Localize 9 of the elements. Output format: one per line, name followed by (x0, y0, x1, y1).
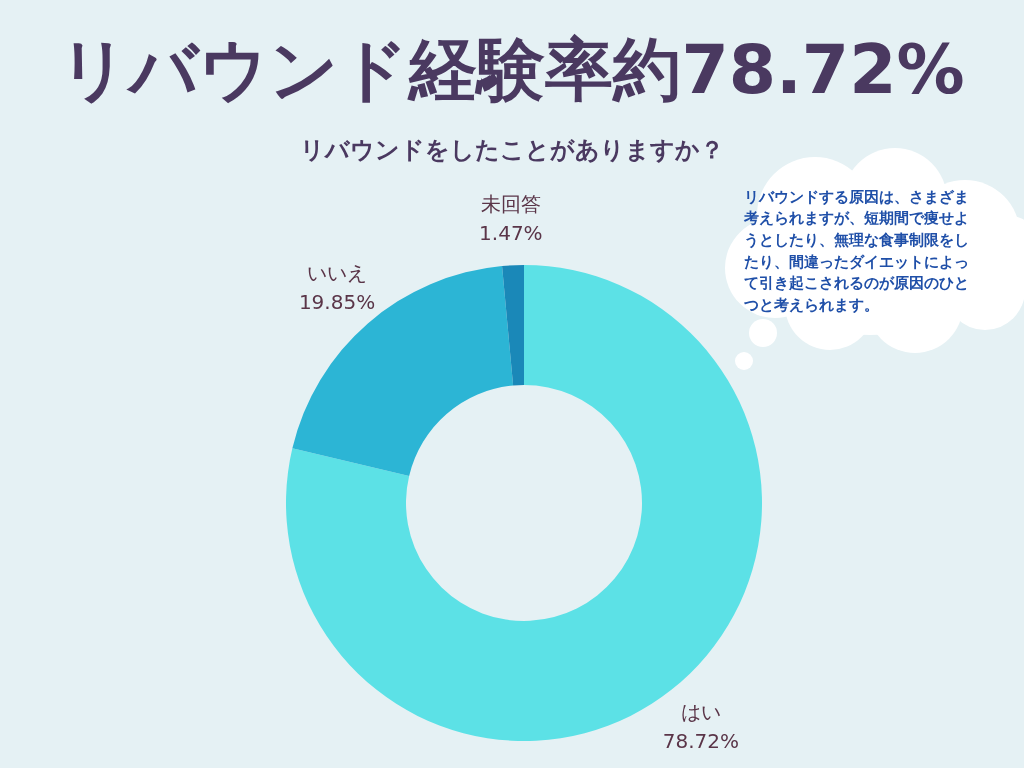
slice-label: はい (680, 699, 721, 724)
slice-label: 未回答 (480, 191, 541, 216)
chart-subtitle: リバウンドをしたことがありますか？ (300, 136, 724, 164)
data-label: 19.85% (298, 290, 376, 315)
text: リバウンドする原因は、さまざま考えられますが、短期間で痩せようとしたり、無理な食事制限をしたり、間違ったダイエットによって引き起こされるのが原因のひとつと考えられます。 (743, 187, 969, 314)
data-label: 1.47% (479, 220, 543, 245)
chart-title: リバウンド経験率約78.72% (59, 29, 965, 109)
slice-label: いいえ (307, 261, 367, 286)
data-label: 78.72% (662, 728, 740, 753)
